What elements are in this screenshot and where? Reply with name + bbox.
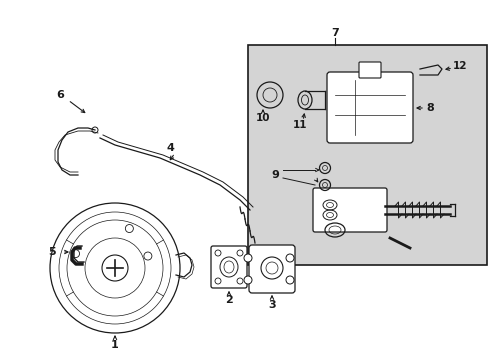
Text: 8: 8 [425, 103, 433, 113]
Text: 7: 7 [330, 28, 338, 38]
Text: 6: 6 [56, 90, 64, 100]
Circle shape [244, 254, 251, 262]
FancyBboxPatch shape [358, 62, 380, 78]
Text: 2: 2 [224, 295, 232, 305]
FancyBboxPatch shape [248, 245, 294, 293]
Circle shape [244, 276, 251, 284]
Text: 10: 10 [255, 113, 270, 123]
FancyBboxPatch shape [210, 246, 246, 288]
Text: 11: 11 [292, 120, 306, 130]
Text: 9: 9 [270, 170, 278, 180]
Circle shape [285, 254, 293, 262]
Text: 3: 3 [267, 300, 275, 310]
Text: 1: 1 [111, 340, 119, 350]
FancyBboxPatch shape [312, 188, 386, 232]
FancyBboxPatch shape [326, 72, 412, 143]
Circle shape [102, 255, 128, 281]
Text: 5: 5 [48, 247, 56, 257]
Circle shape [285, 276, 293, 284]
Bar [247, 45, 486, 265]
Polygon shape [419, 65, 441, 75]
Text: 4: 4 [166, 143, 174, 153]
Text: 12: 12 [452, 61, 467, 71]
